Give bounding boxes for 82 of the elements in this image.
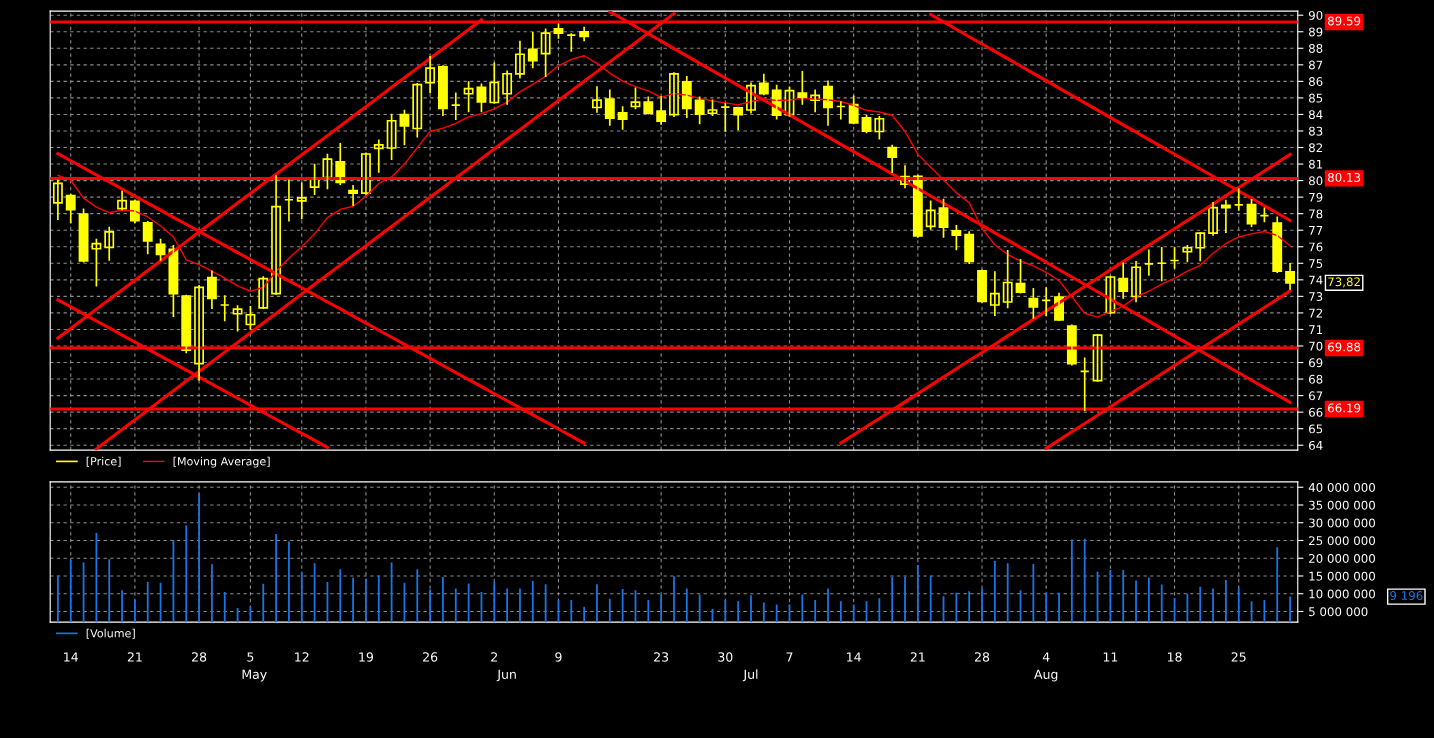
x-tick-label: 5 [247, 652, 254, 662]
y-tick-label: 87 [1308, 60, 1323, 70]
candlestick [91, 238, 102, 287]
y-tick-label: 66 [1309, 407, 1323, 417]
candlestick [617, 106, 628, 130]
candlestick [78, 208, 89, 263]
text: Jul [742, 669, 758, 682]
x-tick-label: 9 [555, 652, 562, 662]
y-tick-label: 80 [1308, 176, 1323, 186]
candlestick [386, 113, 397, 160]
y-tick-label: 25 000 000 [1309, 536, 1375, 546]
y-tick-label: 40 000 000 [1308, 482, 1375, 492]
x-tick-label: 7 [786, 652, 793, 662]
y-tick-label: 35 000 000 [1309, 500, 1375, 510]
candlestick [463, 81, 474, 113]
y-tick-label: 79 [1309, 192, 1323, 202]
candlestick [245, 306, 256, 330]
x-tick-label: 19 [359, 652, 374, 662]
y-tick-label: 86 [1308, 77, 1323, 87]
y-tick-label: 65 [1309, 424, 1323, 434]
y-tick-label: 81 [1308, 159, 1323, 169]
y-tick-label: 82 [1308, 143, 1323, 153]
x-tick-label: 21 [910, 652, 925, 662]
legend-label: [Volume] [86, 628, 135, 639]
candlestick [1246, 199, 1257, 227]
x-tick-label: 26 [423, 652, 438, 662]
y-tick-label: 89 [1308, 27, 1323, 37]
legend-label: [Moving Average] [173, 456, 270, 468]
y-tick-label: 68 [1309, 374, 1323, 384]
ref-line-label: 89.59 [1328, 16, 1361, 26]
x-tick-label: 28 [192, 652, 207, 662]
x-tick-label: 14 [64, 652, 78, 662]
candlestick [540, 28, 551, 78]
y-tick-label: 73 [1309, 292, 1323, 302]
text: Jun [496, 669, 516, 682]
x-tick-label: 2 [491, 652, 498, 662]
x-tick-label: 28 [974, 652, 990, 662]
x-tick-label: 11 [1103, 652, 1118, 662]
candlestick [874, 116, 885, 140]
candlestick [1220, 199, 1231, 234]
x-tick-label: 4 [1042, 652, 1050, 662]
x-tick-label: 21 [127, 652, 142, 662]
legend-label: [Price] [86, 456, 121, 467]
ref-line-label: 69.88 [1328, 342, 1361, 352]
x-tick-label: 18 [1167, 652, 1182, 662]
y-tick-label: 10 000 000 [1309, 589, 1375, 599]
y-tick-label: 20 000 000 [1309, 553, 1375, 563]
x-tick-label: 14 [847, 652, 861, 662]
y-tick-label: 85 [1308, 93, 1323, 103]
candlestick [797, 70, 808, 105]
candlestick [951, 224, 962, 251]
y-tick-label: 78 [1309, 209, 1323, 219]
y-tick-label: 76 [1309, 242, 1323, 252]
y-tick-label: 77 [1309, 226, 1323, 235]
y-tick-label: 88 [1308, 44, 1323, 53]
y-tick-label: 67 [1309, 391, 1323, 401]
x-tick-label: 12 [295, 652, 309, 662]
y-tick-label: 90 [1308, 10, 1323, 20]
ref-line-label: 66.19 [1328, 403, 1361, 413]
ref-line-label: 80.13 [1328, 172, 1361, 182]
y-tick-label: 75 [1309, 259, 1323, 268]
x-tick-label: 30 [718, 652, 733, 662]
y-tick-label: 15 000 000 [1309, 571, 1375, 581]
text: May [242, 669, 267, 682]
y-tick-label: 71 [1309, 325, 1323, 334]
y-tick-label: 84 [1308, 110, 1323, 120]
y-tick-label: 69 [1309, 358, 1323, 368]
y-tick-label: 5 000 000 [1309, 607, 1368, 617]
candlestick [1028, 288, 1039, 319]
x-tick-label: 23 [654, 652, 669, 662]
text: Aug [1034, 669, 1058, 682]
text: 73,82 [1328, 277, 1360, 288]
candlestick [232, 305, 243, 332]
x-tick-label: 25 [1231, 652, 1246, 662]
y-tick-label: 83 [1308, 126, 1323, 136]
y-tick-label: 72 [1309, 308, 1323, 318]
y-tick-label: 30 000 000 [1309, 518, 1375, 528]
y-tick-label: 64 [1309, 440, 1323, 450]
candlestick [155, 238, 166, 261]
y-tick-label: 74 [1309, 275, 1323, 285]
y-tick-label: 70 [1309, 341, 1323, 351]
text: 9 196 [1390, 591, 1423, 601]
